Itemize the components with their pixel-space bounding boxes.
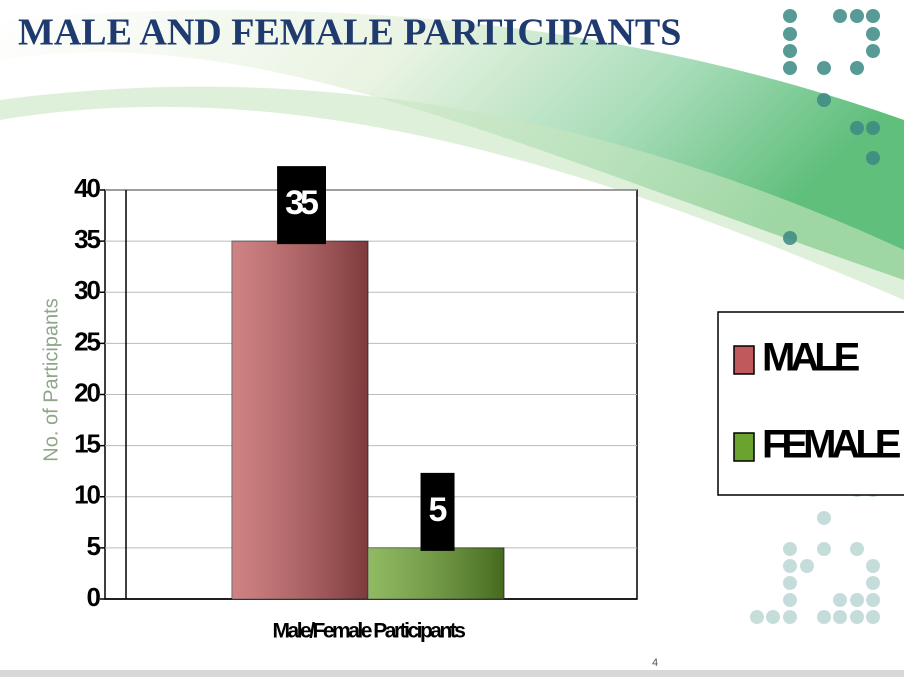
background-swoosh bbox=[0, 10, 904, 280]
x-tick-label: Male/Female Participants bbox=[273, 620, 466, 643]
legend-label: FEMALE bbox=[762, 423, 901, 467]
bar-shade bbox=[232, 241, 368, 599]
bar-shade bbox=[368, 547, 504, 599]
legend-label: MALE bbox=[762, 336, 860, 380]
decor-dots bbox=[750, 373, 880, 624]
y-tick-label: 5 bbox=[87, 531, 101, 561]
decor-dots bbox=[783, 9, 880, 245]
y-tick-label: 25 bbox=[74, 326, 100, 356]
data-label-bg bbox=[277, 166, 326, 245]
footer-strip bbox=[0, 670, 904, 677]
y-axis-label: No. of Participants bbox=[40, 298, 62, 461]
y-tick-label: 0 bbox=[87, 582, 101, 612]
background-swoosh bbox=[0, 86, 904, 300]
legend-swatch bbox=[733, 432, 755, 462]
data-label: 35 bbox=[285, 184, 318, 222]
y-tick-label: 15 bbox=[74, 429, 100, 459]
y-tick-label: 30 bbox=[74, 275, 100, 305]
page-number: 4 bbox=[652, 657, 658, 669]
y-tick-label: 35 bbox=[74, 224, 100, 254]
legend-box bbox=[717, 311, 904, 496]
y-tick-label: 20 bbox=[74, 377, 100, 407]
legend-swatch bbox=[733, 345, 755, 375]
data-label-bg bbox=[420, 472, 455, 551]
y-tick-label: 40 bbox=[74, 173, 100, 203]
slide-title: MALE AND FEMALE PARTICIPANTS bbox=[18, 12, 681, 54]
y-tick-label: 10 bbox=[74, 480, 100, 510]
